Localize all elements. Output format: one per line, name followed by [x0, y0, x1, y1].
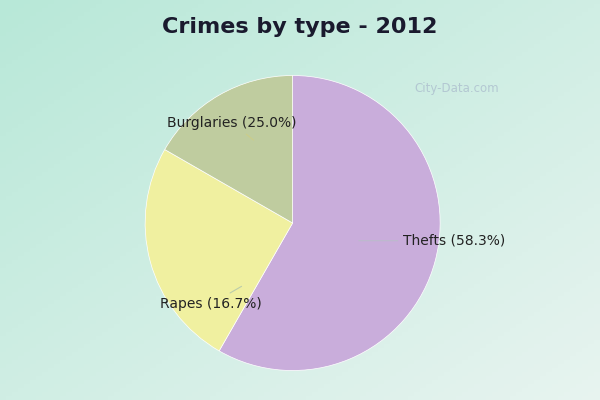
- Text: Burglaries (25.0%): Burglaries (25.0%): [167, 116, 297, 140]
- Text: Crimes by type - 2012: Crimes by type - 2012: [163, 17, 437, 37]
- Wedge shape: [145, 150, 293, 351]
- Text: Rapes (16.7%): Rapes (16.7%): [160, 286, 262, 311]
- Text: City-Data.com: City-Data.com: [415, 82, 499, 95]
- Wedge shape: [219, 76, 440, 370]
- Text: Thefts (58.3%): Thefts (58.3%): [359, 234, 505, 248]
- Wedge shape: [165, 76, 293, 223]
